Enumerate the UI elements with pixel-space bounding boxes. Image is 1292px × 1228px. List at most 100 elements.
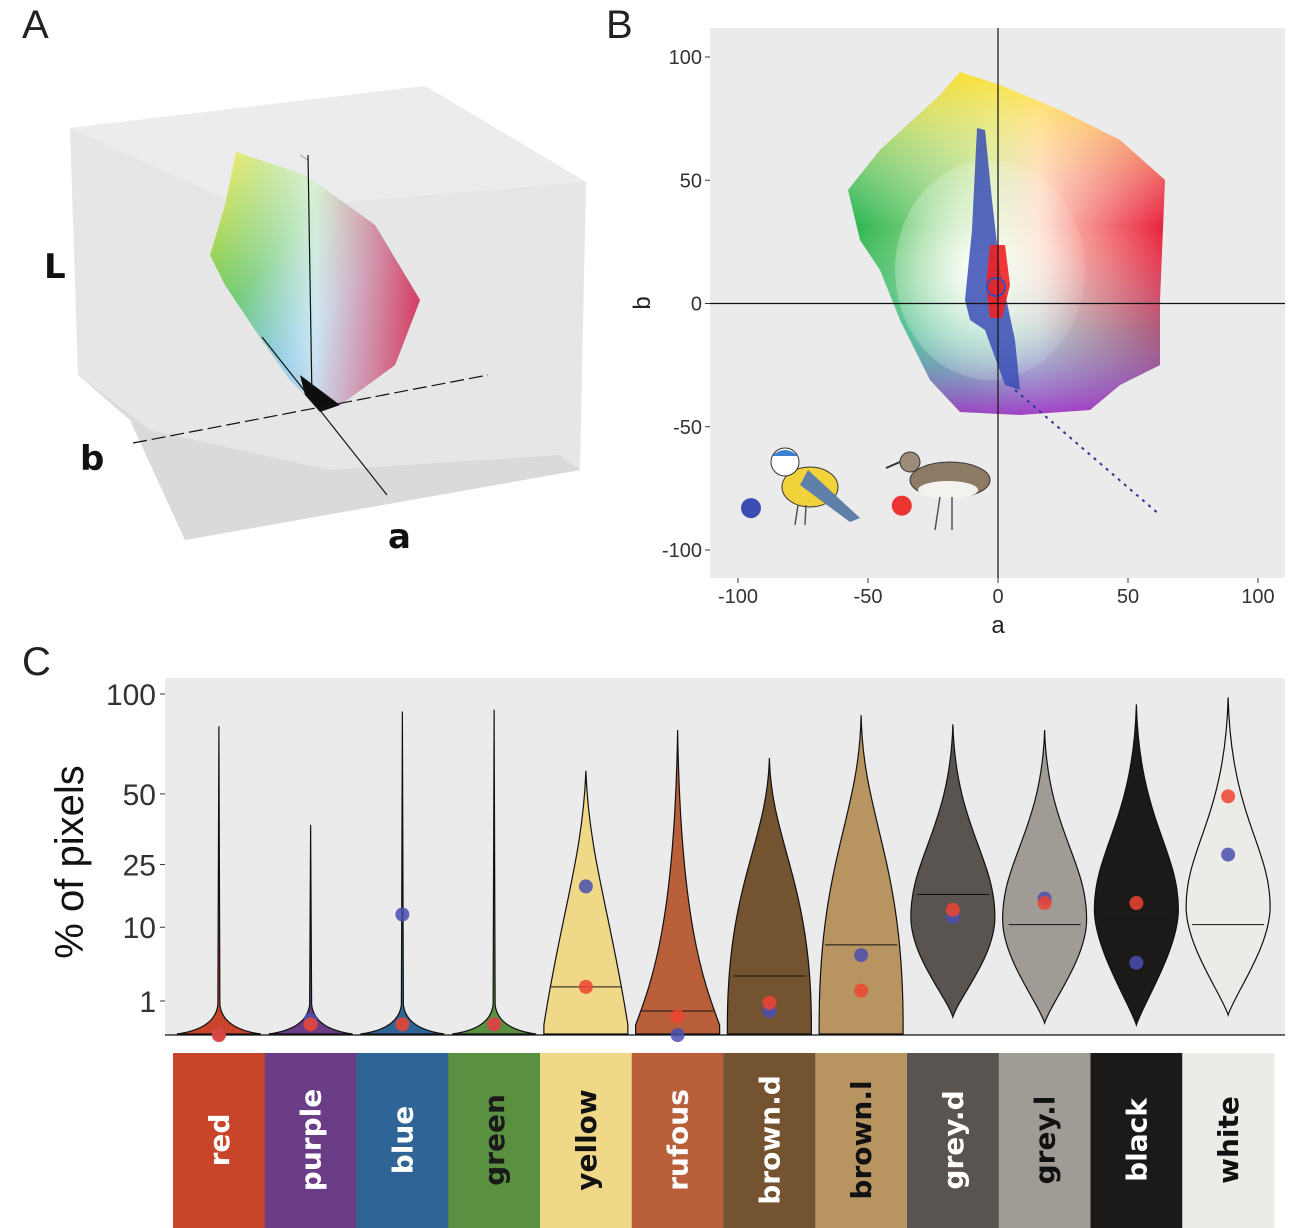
x-axis-ticks: -100 -50 0 50 100 — [718, 578, 1275, 608]
category-label: black — [1120, 1097, 1153, 1182]
category-swatch — [1090, 1053, 1183, 1228]
category-red: red — [173, 1053, 266, 1228]
category-label: blue — [386, 1106, 419, 1175]
x-tick-label: 50 — [1117, 586, 1139, 608]
sandpiper-point — [211, 1028, 226, 1042]
category-label: red — [203, 1114, 236, 1167]
category-swatch — [1182, 1053, 1275, 1228]
panel-c-letter: C — [22, 640, 51, 684]
blue-tit-point — [1221, 847, 1236, 862]
violin-brown.l — [818, 715, 904, 1035]
panel-a: A L b a — [22, 3, 586, 557]
violin-blue — [360, 711, 445, 1035]
violin-shape — [818, 715, 904, 1035]
species-points — [211, 789, 1236, 1042]
blue-tit-point — [1129, 955, 1144, 970]
sandpiper-point — [303, 1017, 318, 1032]
c-y-tick-label: 1 — [139, 986, 156, 1019]
category-label: grey.l — [1029, 1096, 1062, 1185]
violin-shape — [1093, 704, 1179, 1028]
y-axis-ticks-c: 100 50 25 10 1 — [106, 679, 165, 1019]
axes-3d — [132, 154, 489, 496]
category-label: white — [1212, 1096, 1245, 1184]
category-grey.l: grey.l — [998, 1053, 1091, 1228]
violin-brown.d — [726, 757, 812, 1035]
category-white: white — [1182, 1053, 1275, 1228]
category-rufous: rufous — [631, 1053, 724, 1228]
blue-tit-point — [395, 907, 410, 922]
category-swatch — [631, 1053, 724, 1228]
violin-shape — [1002, 729, 1088, 1026]
category-label: brown.l — [845, 1080, 878, 1199]
color-gamut-cloud — [848, 72, 1165, 415]
zero-lines — [710, 28, 1285, 578]
c-y-tick-label: 25 — [123, 850, 156, 883]
y-tick-label: 0 — [691, 294, 702, 316]
category-purple: purple — [264, 1053, 357, 1228]
violin-shape — [726, 757, 812, 1035]
category-label: grey.d — [937, 1090, 970, 1189]
category-swatch — [723, 1053, 816, 1228]
blue-tit-legend-dot — [741, 498, 761, 519]
violin-shape — [452, 709, 537, 1035]
category-brown.l: brown.l — [815, 1053, 908, 1228]
category-swatch — [356, 1053, 449, 1228]
category-swatch — [815, 1053, 908, 1228]
panel-b-letter: B — [606, 3, 633, 47]
violin-shape — [543, 770, 629, 1035]
category-label: rufous — [662, 1089, 695, 1191]
y-tick-label: -100 — [662, 540, 702, 562]
violin-grey.d — [910, 724, 996, 1020]
category-label: green — [478, 1094, 511, 1186]
y-tick-label: 50 — [680, 170, 702, 192]
sandpiper-point — [487, 1017, 502, 1032]
x-tick-label: -100 — [718, 586, 758, 608]
x-tick-label: 100 — [1241, 586, 1274, 608]
y-tick-label: -50 — [673, 417, 702, 439]
sandpiper-point — [1037, 895, 1052, 910]
category-swatch — [448, 1053, 541, 1228]
y-axis-label: b — [629, 296, 656, 309]
b-axis-line — [261, 336, 388, 496]
category-swatch — [907, 1053, 1000, 1228]
sandpiper-point — [945, 902, 960, 917]
b-axis-label: b — [80, 439, 104, 479]
violin-shape — [360, 711, 445, 1035]
blue-tit-point — [578, 879, 593, 894]
plot-background-c — [165, 678, 1285, 1035]
violin-black — [1093, 704, 1179, 1028]
sandpiper-point — [578, 979, 593, 994]
category-label: purple — [295, 1089, 328, 1191]
l-axis-line — [307, 154, 313, 401]
x-tick-label: 0 — [992, 586, 1003, 608]
category-swatch — [998, 1053, 1091, 1228]
category-swatch — [264, 1053, 357, 1228]
color-point-cloud-3d — [210, 152, 420, 412]
sandpiper-point — [395, 1017, 410, 1032]
violin-green — [452, 709, 537, 1035]
x-axis-label: a — [991, 612, 1005, 639]
blue-tit-point — [670, 1028, 685, 1042]
c-y-tick-label: 10 — [123, 912, 156, 945]
category-black: black — [1090, 1053, 1183, 1228]
category-green: green — [448, 1053, 541, 1228]
sandpiper-point — [854, 983, 869, 998]
blue-tit-point — [854, 948, 869, 963]
y-axis-ticks: 100 50 0 -50 -100 — [662, 47, 710, 562]
x-tick-label: -50 — [854, 586, 883, 608]
category-label: yellow — [570, 1089, 603, 1191]
sandpiper-point — [670, 1009, 685, 1024]
category-label: brown.d — [753, 1075, 786, 1205]
category-brown.d: brown.d — [723, 1053, 816, 1228]
sandpiper-point — [1129, 895, 1144, 910]
category-strip: red purple blue green yellow rufous brown.d bro… — [173, 1053, 1275, 1228]
category-yellow: yellow — [540, 1053, 633, 1228]
panel-b: B -100 -50 0 50 100 100 50 0 -50 -100 a b — [606, 3, 1285, 639]
category-swatch — [173, 1053, 266, 1228]
violin-grey.l — [1002, 729, 1088, 1026]
y-axis-label-c: % of pixels — [48, 765, 92, 958]
sandpiper-illustration — [885, 451, 991, 531]
sandpiper-point — [1221, 789, 1236, 804]
legend — [741, 495, 912, 519]
